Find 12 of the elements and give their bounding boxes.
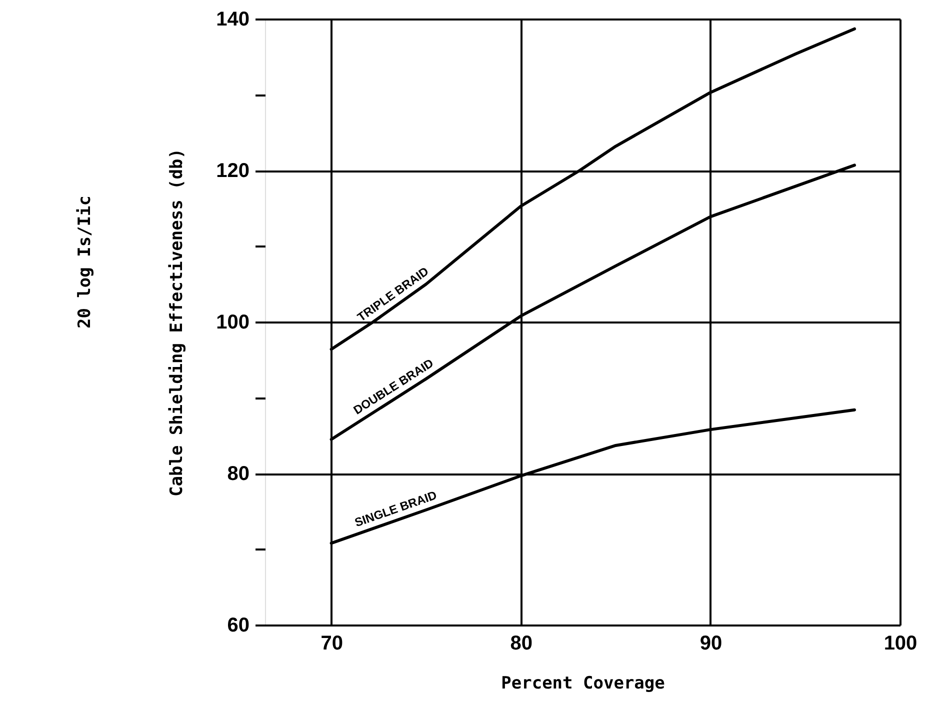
- x-tick-label: 80: [510, 632, 533, 654]
- x-tick-label: 70: [320, 632, 343, 654]
- y-tick-label: 140: [216, 8, 250, 30]
- y-tick-label: 80: [227, 463, 250, 485]
- x-tick-label: 90: [700, 632, 722, 654]
- x-tick-label: 100: [884, 632, 918, 654]
- y-axis-title: Cable Shielding Effectiveness (db): [167, 148, 188, 496]
- y-tick-label: 60: [227, 614, 250, 636]
- text: 20 log Is/Iic: [75, 195, 95, 329]
- y-tick-label: 120: [216, 160, 250, 182]
- x-axis-title: Percent Coverage: [501, 674, 665, 694]
- y-tick-label: 100: [216, 312, 250, 334]
